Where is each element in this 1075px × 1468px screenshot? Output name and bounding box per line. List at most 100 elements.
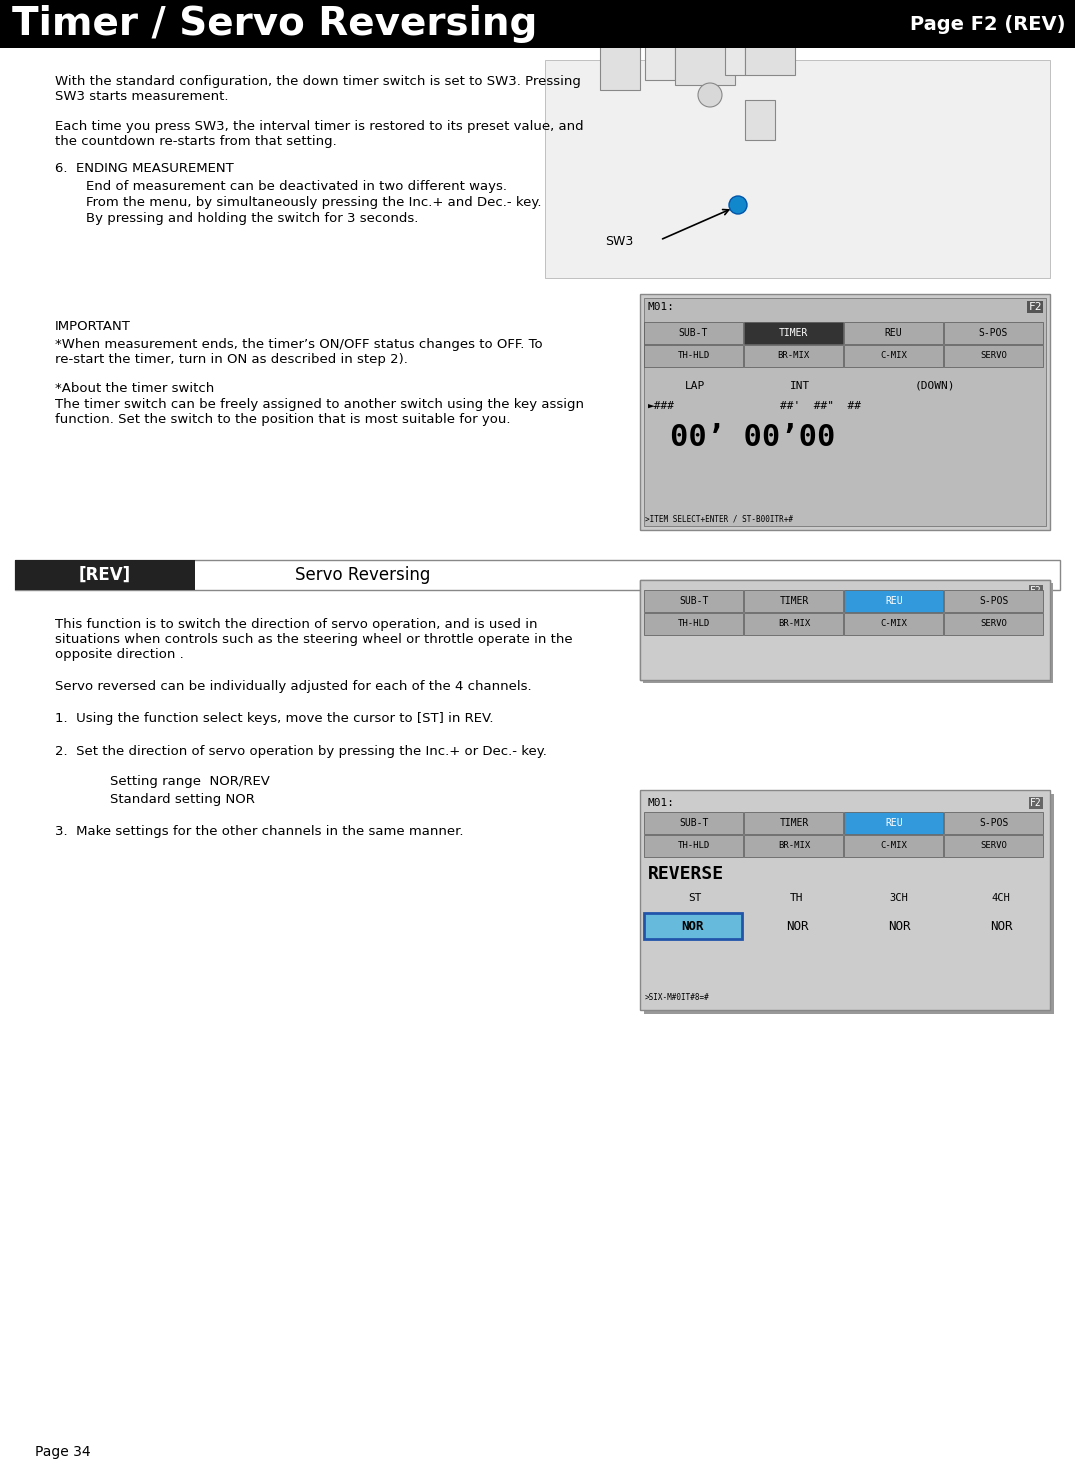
Bar <box>644 321 743 344</box>
Circle shape <box>698 84 722 107</box>
Text: SUB-T: SUB-T <box>679 818 708 828</box>
Text: IMPORTANT: IMPORTANT <box>55 320 131 333</box>
Text: S-POS: S-POS <box>979 596 1008 606</box>
Bar <box>644 614 743 636</box>
Text: *When measurement ends, the timer’s ON/OFF status changes to OFF. To
re-start th: *When measurement ends, the timer’s ON/O… <box>55 338 543 366</box>
Bar <box>644 590 743 612</box>
Text: TIMER: TIMER <box>779 596 808 606</box>
Text: 00’ 00’00: 00’ 00’00 <box>670 423 835 452</box>
Text: TIMER: TIMER <box>779 818 808 828</box>
Text: REVERSE: REVERSE <box>648 865 725 882</box>
Text: 1.  Using the function select keys, move the cursor to [ST] in REV.: 1. Using the function select keys, move … <box>55 712 493 725</box>
Text: Servo reversed can be individually adjusted for each of the 4 channels.: Servo reversed can be individually adjus… <box>55 680 532 693</box>
Bar <box>744 835 843 857</box>
Text: SUB-T: SUB-T <box>678 327 708 338</box>
Text: F2: F2 <box>1030 799 1042 807</box>
Text: NOR: NOR <box>682 919 704 932</box>
Bar <box>640 580 1050 680</box>
Text: 3.  Make settings for the other channels in the same manner.: 3. Make settings for the other channels … <box>55 825 463 838</box>
Bar <box>15 559 195 590</box>
Text: Setting range  NOR/REV: Setting range NOR/REV <box>110 775 270 788</box>
Bar <box>644 298 1046 526</box>
Text: LAP: LAP <box>685 382 705 390</box>
Text: ##'  ##"  ##: ##' ##" ## <box>780 401 861 411</box>
Bar <box>600 0 640 90</box>
Text: Each time you press SW3, the interval timer is restored to its preset value, and: Each time you press SW3, the interval ti… <box>55 120 584 148</box>
Bar <box>545 60 1050 277</box>
Text: SERVO: SERVO <box>980 841 1007 850</box>
Text: F2: F2 <box>1029 302 1042 313</box>
Text: The timer switch can be freely assigned to another switch using the key assign
f: The timer switch can be freely assigned … <box>55 398 584 426</box>
Bar <box>844 345 943 367</box>
Bar <box>844 835 943 857</box>
Text: >SIX-M#0IT#8=#: >SIX-M#0IT#8=# <box>645 992 710 1003</box>
Text: REU: REU <box>885 327 902 338</box>
Text: C-MIX: C-MIX <box>880 351 907 361</box>
Text: Page 34: Page 34 <box>35 1445 90 1459</box>
Text: End of measurement can be deactivated in two different ways.: End of measurement can be deactivated in… <box>69 181 507 192</box>
Text: (DOWN): (DOWN) <box>915 382 956 390</box>
Text: TH-HLD: TH-HLD <box>678 619 711 628</box>
Bar <box>675 35 735 85</box>
Bar <box>644 913 742 940</box>
Text: M01:: M01: <box>648 799 675 807</box>
Bar <box>944 835 1043 857</box>
Bar <box>844 614 943 636</box>
Text: BR-MIX: BR-MIX <box>778 619 811 628</box>
Text: C-MIX: C-MIX <box>880 619 907 628</box>
Text: By pressing and holding the switch for 3 seconds.: By pressing and holding the switch for 3… <box>69 211 418 225</box>
Text: TH-HLD: TH-HLD <box>677 351 710 361</box>
Text: Servo Reversing: Servo Reversing <box>295 567 430 584</box>
Bar <box>744 812 843 834</box>
Text: SERVO: SERVO <box>980 619 1007 628</box>
Bar <box>744 345 843 367</box>
Bar <box>644 835 743 857</box>
Text: REU: REU <box>885 818 903 828</box>
Text: From the menu, by simultaneously pressing the Inc.+ and Dec.- key.: From the menu, by simultaneously pressin… <box>69 197 542 208</box>
Text: TIMER: TIMER <box>778 327 808 338</box>
Bar <box>745 100 775 139</box>
Bar <box>644 345 743 367</box>
Text: This function is to switch the direction of servo operation, and is used in
situ: This function is to switch the direction… <box>55 618 573 661</box>
Bar <box>15 559 1060 590</box>
Text: BR-MIX: BR-MIX <box>777 351 809 361</box>
Bar <box>744 614 843 636</box>
Text: SW3: SW3 <box>605 235 633 248</box>
Text: SUB-T: SUB-T <box>679 596 708 606</box>
Text: NOR: NOR <box>888 919 911 932</box>
Text: SERVO: SERVO <box>980 351 1007 361</box>
Text: 3CH: 3CH <box>890 893 908 903</box>
Bar <box>640 580 1050 680</box>
Text: [REV]: [REV] <box>78 567 131 584</box>
Text: BR-MIX: BR-MIX <box>778 841 811 850</box>
Bar <box>725 0 745 75</box>
Bar <box>944 614 1043 636</box>
Text: TH: TH <box>790 893 804 903</box>
Bar <box>844 812 943 834</box>
Text: 4CH: 4CH <box>991 893 1010 903</box>
Bar <box>944 590 1043 612</box>
Bar <box>640 294 1050 530</box>
Text: Standard setting NOR: Standard setting NOR <box>110 793 255 806</box>
Text: M01:: M01: <box>648 302 675 313</box>
Bar <box>643 583 1054 683</box>
Text: REU: REU <box>885 596 903 606</box>
Bar <box>645 0 675 79</box>
Bar <box>640 790 1050 1010</box>
Bar <box>844 590 943 612</box>
Bar <box>944 345 1043 367</box>
Text: C-MIX: C-MIX <box>880 841 907 850</box>
Bar <box>744 321 843 344</box>
Text: S-POS: S-POS <box>979 818 1008 828</box>
Text: 6.  ENDING MEASUREMENT: 6. ENDING MEASUREMENT <box>55 161 233 175</box>
Text: NOR: NOR <box>990 919 1013 932</box>
Text: F2: F2 <box>1030 586 1042 596</box>
Bar <box>644 812 743 834</box>
Circle shape <box>729 197 747 214</box>
Text: Timer / Servo Reversing: Timer / Servo Reversing <box>12 4 538 43</box>
Text: NOR: NOR <box>786 919 808 932</box>
Text: 2.  Set the direction of servo operation by pressing the Inc.+ or Dec.- key.: 2. Set the direction of servo operation … <box>55 744 547 757</box>
Text: ►###: ►### <box>648 401 675 411</box>
Text: TH-HLD: TH-HLD <box>678 841 711 850</box>
Text: >ITEM SELECT+ENTER / ST-B00ITR+#: >ITEM SELECT+ENTER / ST-B00ITR+# <box>645 515 793 524</box>
